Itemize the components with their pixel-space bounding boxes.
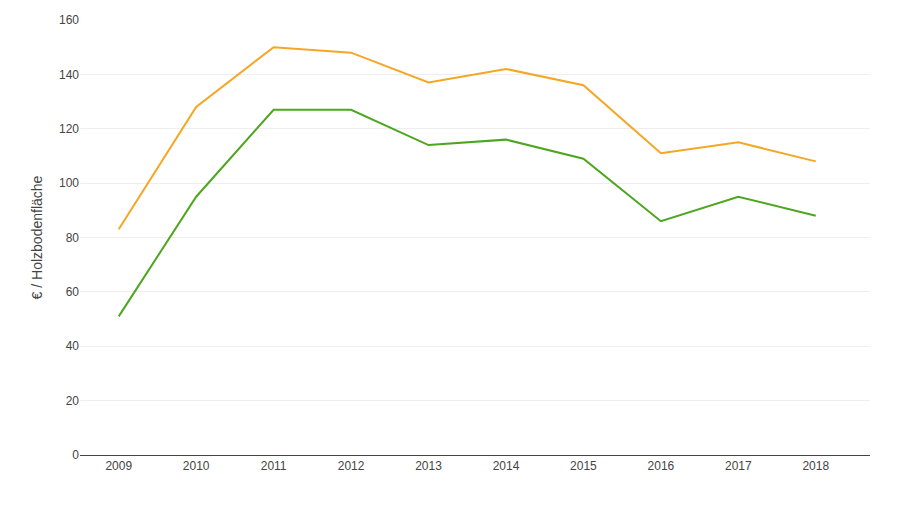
- svg-text:80: 80: [66, 231, 80, 245]
- svg-text:60: 60: [66, 285, 80, 299]
- svg-text:140: 140: [59, 68, 79, 82]
- svg-text:20: 20: [66, 394, 80, 408]
- svg-text:0: 0: [72, 448, 79, 462]
- svg-text:2010: 2010: [183, 459, 210, 473]
- svg-text:2018: 2018: [802, 459, 829, 473]
- svg-text:160: 160: [59, 13, 79, 27]
- svg-text:120: 120: [59, 122, 79, 136]
- svg-text:2017: 2017: [725, 459, 752, 473]
- svg-text:2016: 2016: [648, 459, 675, 473]
- svg-text:2013: 2013: [415, 459, 442, 473]
- svg-text:€ / Holzbodenfläche: € / Holzbodenfläche: [29, 175, 45, 299]
- svg-text:2015: 2015: [570, 459, 597, 473]
- svg-text:40: 40: [66, 339, 80, 353]
- svg-text:2012: 2012: [338, 459, 365, 473]
- svg-text:2011: 2011: [261, 459, 287, 473]
- svg-text:2014: 2014: [493, 459, 520, 473]
- svg-text:100: 100: [59, 176, 79, 190]
- svg-text:2009: 2009: [105, 459, 132, 473]
